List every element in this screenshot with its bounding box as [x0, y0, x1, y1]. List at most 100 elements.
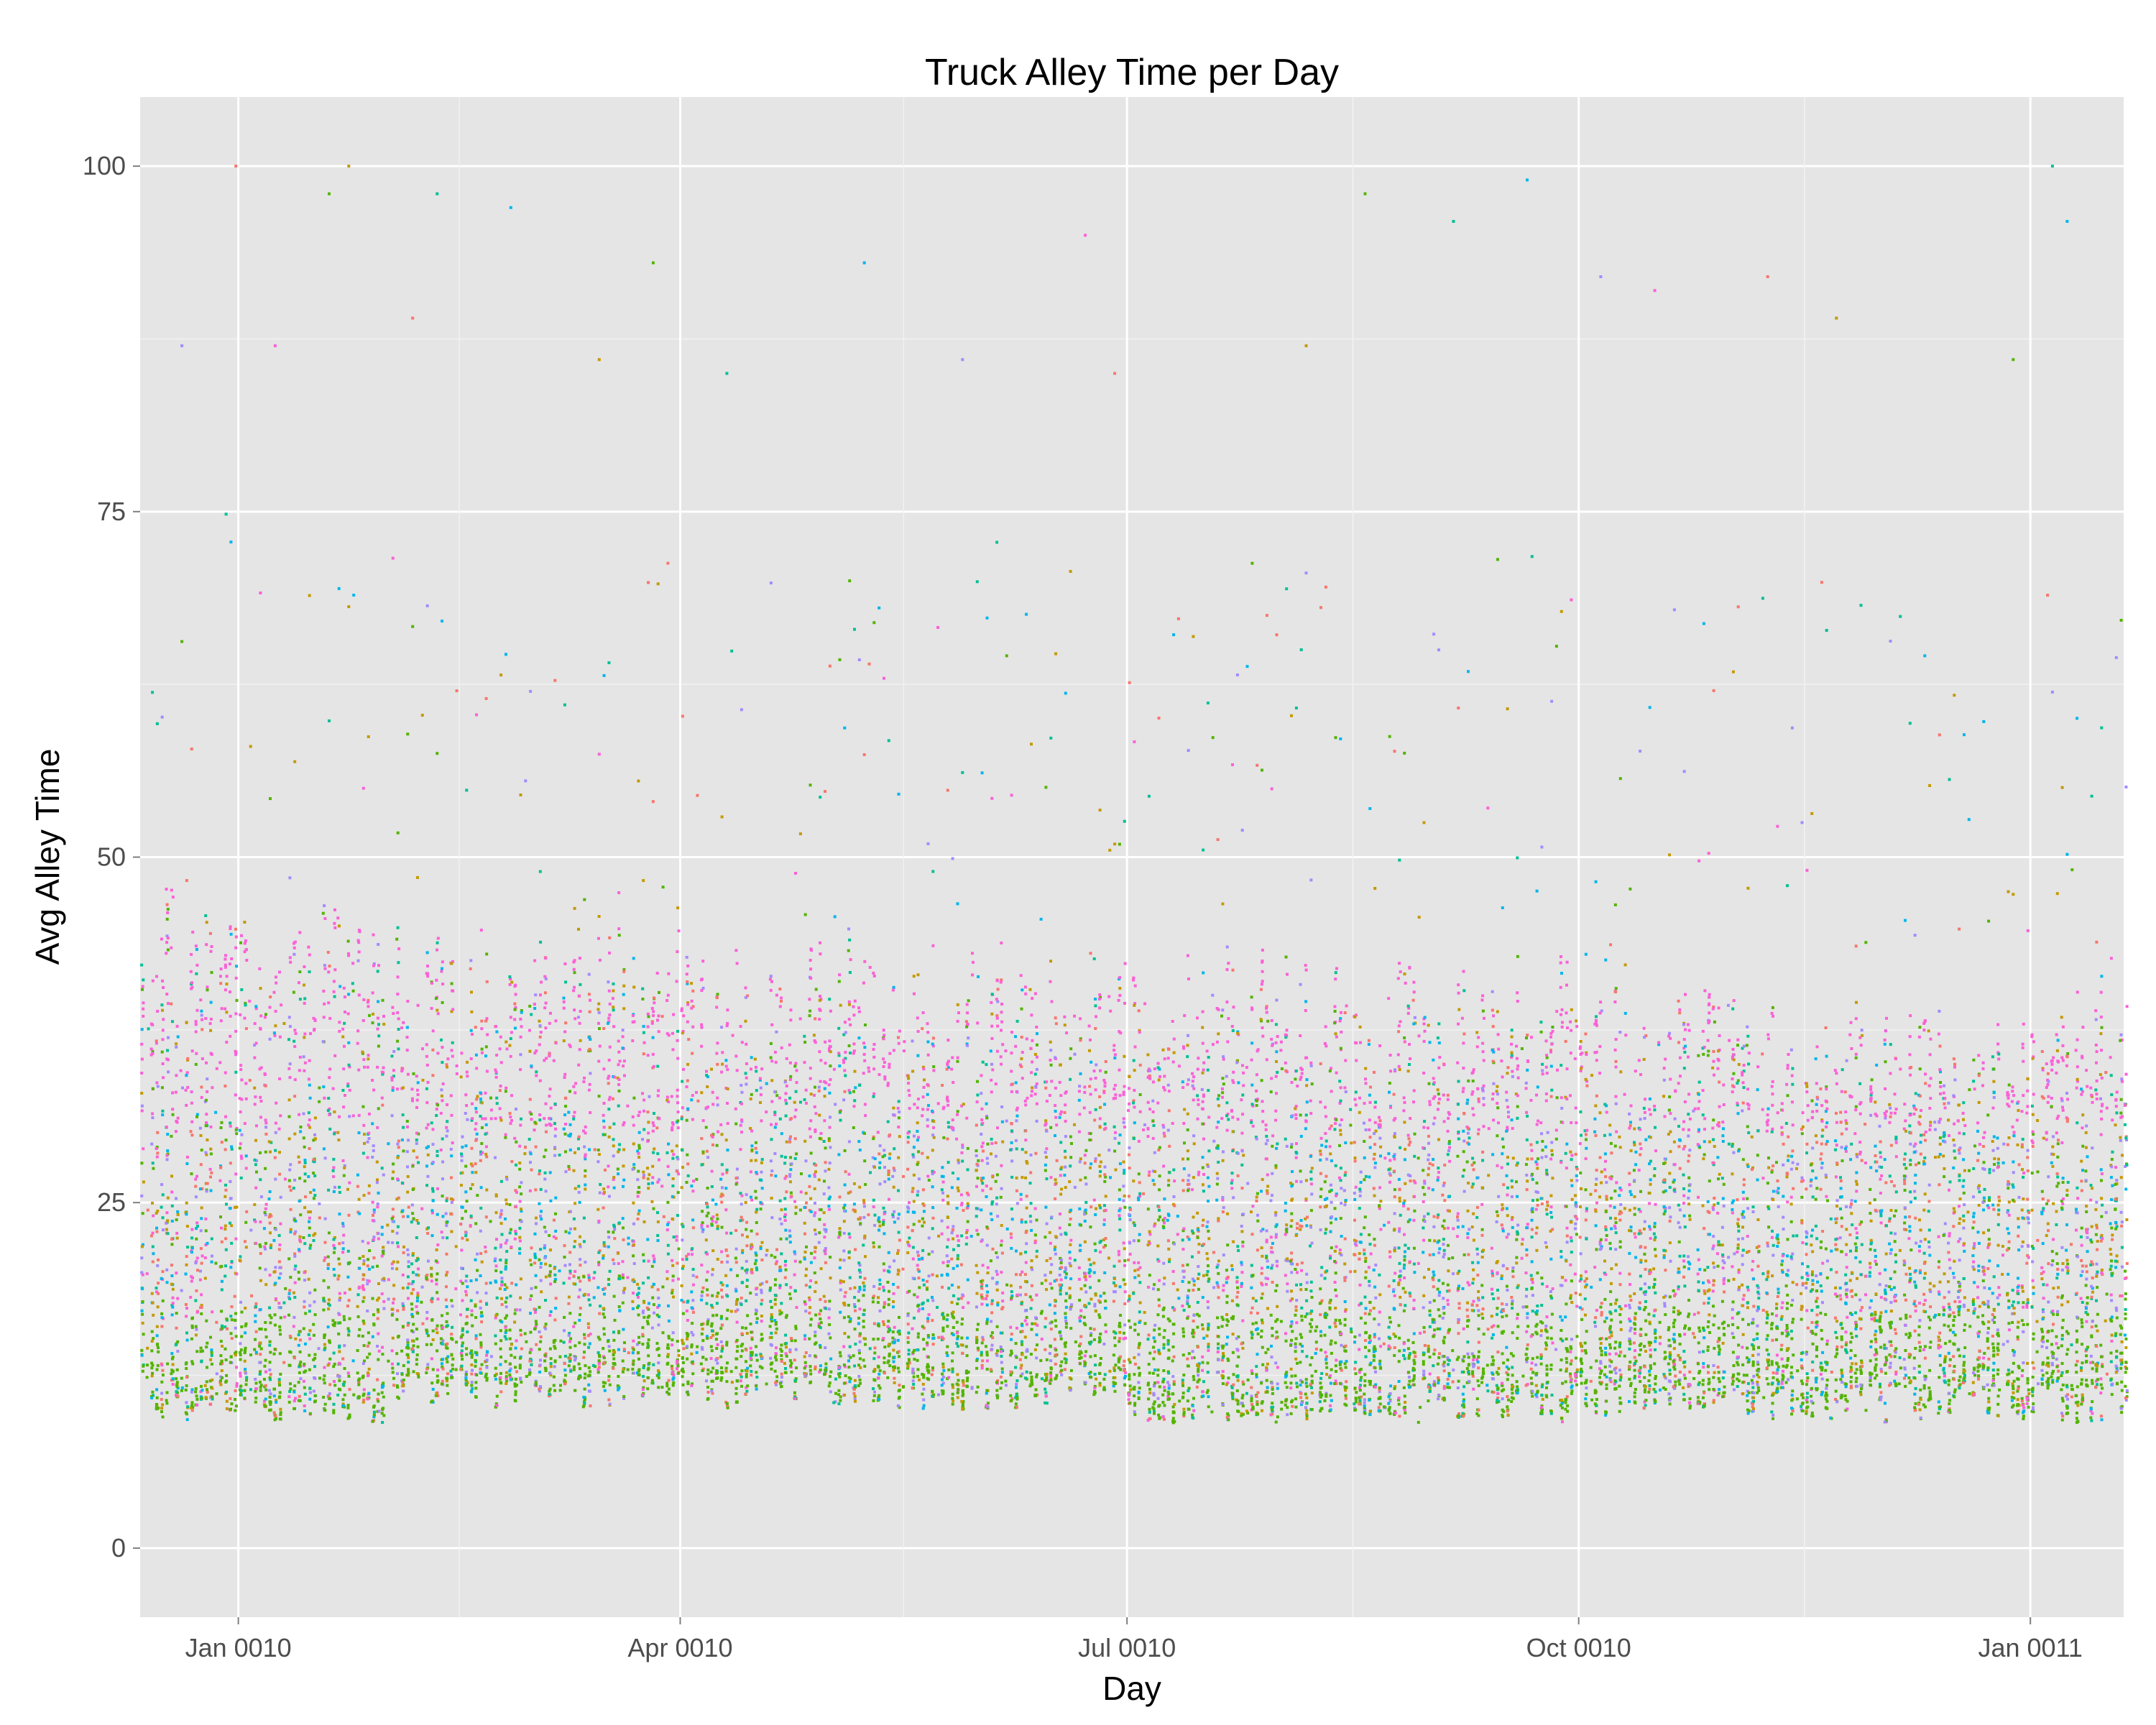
data-point: [175, 1394, 178, 1397]
data-point: [380, 1096, 384, 1100]
data-point: [680, 1117, 683, 1121]
data-point: [753, 1262, 757, 1266]
data-point: [410, 1220, 413, 1224]
data-point: [631, 1307, 635, 1310]
data-point: [407, 1371, 410, 1375]
data-point: [156, 1209, 160, 1213]
data-point: [313, 1376, 317, 1380]
data-point: [607, 1020, 611, 1024]
data-point: [195, 1256, 199, 1260]
data-point: [598, 1027, 601, 1031]
data-point: [396, 1142, 400, 1146]
data-point: [720, 815, 724, 819]
data-point: [589, 1404, 592, 1407]
data-point: [475, 1098, 479, 1101]
data-point: [734, 949, 738, 952]
data-point: [775, 1030, 778, 1034]
data-point: [420, 1300, 423, 1304]
data-point: [680, 1116, 683, 1118]
data-point: [691, 1268, 695, 1271]
data-point: [636, 1306, 640, 1310]
data-point: [312, 1016, 315, 1020]
data-point: [445, 1320, 448, 1323]
data-point: [372, 962, 376, 965]
data-point: [857, 1269, 861, 1272]
data-point: [402, 1245, 405, 1248]
data-point: [259, 1095, 262, 1099]
data-point: [714, 1338, 718, 1341]
data-point: [157, 1407, 160, 1409]
data-point: [602, 1243, 606, 1247]
data-point: [711, 1215, 715, 1219]
data-point: [520, 1117, 522, 1121]
data-point: [293, 1255, 297, 1258]
data-point: [685, 1118, 688, 1122]
data-point: [558, 1269, 561, 1273]
data-point: [759, 1283, 763, 1287]
data-point: [676, 1361, 679, 1365]
data-point: [809, 1210, 813, 1213]
data-point: [520, 1347, 523, 1351]
data-point: [579, 1367, 581, 1371]
data-point: [773, 1110, 777, 1114]
data-point: [784, 1092, 788, 1095]
data-point: [411, 1252, 415, 1256]
data-point: [199, 1269, 202, 1273]
data-point: [264, 1126, 268, 1129]
data-point: [203, 1384, 207, 1387]
data-point: [470, 1372, 474, 1376]
data-point: [504, 1265, 507, 1269]
data-point: [461, 1282, 464, 1285]
data-point: [210, 1260, 213, 1264]
data-point: [544, 1149, 548, 1152]
data-point: [225, 975, 229, 978]
data-point: [500, 1276, 504, 1280]
data-point: [735, 1300, 739, 1303]
data-point: [302, 1055, 305, 1059]
data-point: [509, 1016, 512, 1019]
data-point: [823, 1372, 826, 1376]
data-point: [343, 1166, 346, 1169]
data-point: [734, 1247, 738, 1251]
data-point: [641, 1311, 645, 1315]
data-point: [332, 1157, 336, 1161]
data-point: [229, 932, 233, 936]
data-point: [789, 1286, 793, 1289]
data-point: [402, 1379, 405, 1381]
data-point: [166, 1219, 170, 1223]
data-point: [195, 1310, 199, 1314]
data-point: [843, 726, 847, 730]
data-point: [842, 1363, 846, 1367]
data-point: [484, 1132, 487, 1136]
data-point: [770, 1313, 773, 1317]
data-point: [308, 1147, 311, 1150]
data-point: [376, 1178, 379, 1182]
data-point: [838, 973, 842, 977]
data-point: [200, 1304, 203, 1307]
data-point: [714, 1220, 718, 1224]
data-point: [185, 1201, 188, 1205]
data-point: [818, 1008, 821, 1011]
data-point: [538, 1202, 541, 1205]
data-point: [407, 1253, 410, 1256]
data-point: [155, 1155, 159, 1159]
data-point: [568, 1359, 571, 1363]
data-point: [715, 1302, 719, 1305]
data-point: [299, 1130, 303, 1133]
data-point: [509, 1378, 512, 1381]
data-point: [180, 1289, 183, 1292]
data-point: [245, 1210, 249, 1213]
data-point: [170, 888, 173, 892]
data-point: [691, 1247, 694, 1251]
data-point: [544, 1230, 548, 1233]
data-point: [415, 1236, 418, 1239]
data-point: [715, 1369, 719, 1372]
data-point: [263, 1016, 267, 1019]
data-point: [656, 1305, 660, 1309]
data-point: [632, 1262, 636, 1265]
data-point: [435, 1108, 438, 1111]
data-point: [323, 964, 326, 967]
data-point: [711, 1314, 715, 1317]
data-point: [607, 980, 610, 984]
data-point: [755, 1232, 759, 1236]
